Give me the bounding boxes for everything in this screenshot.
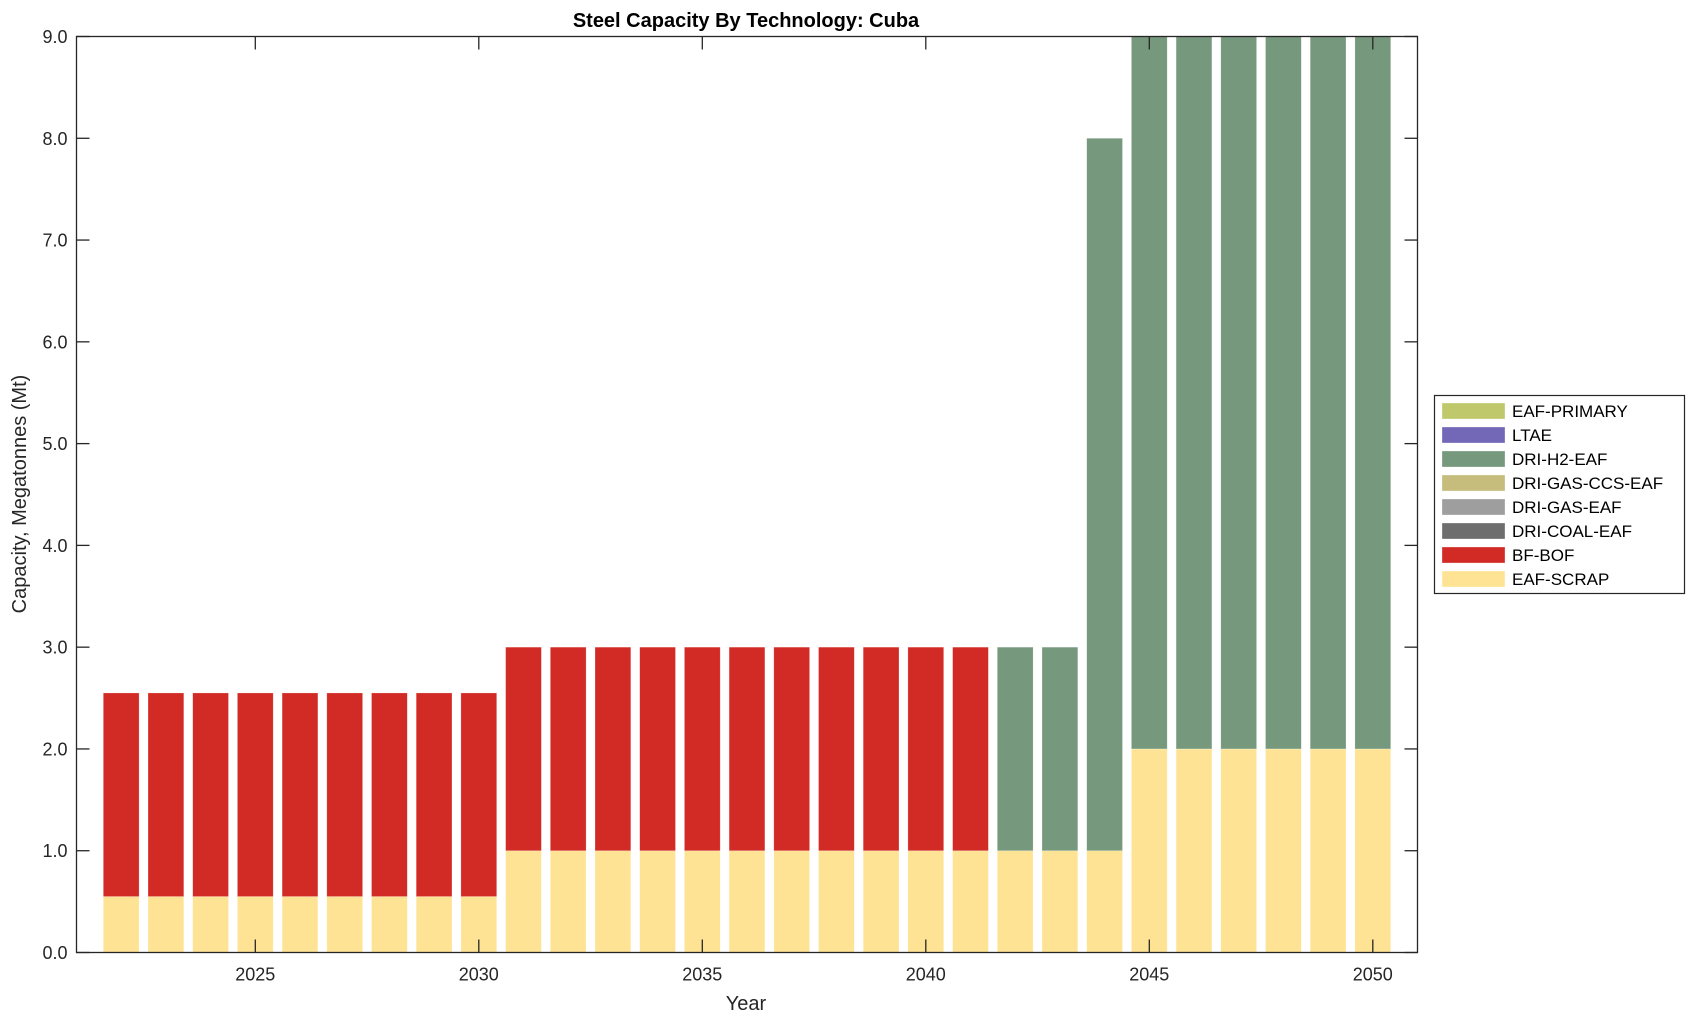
x-tick-label: 2045: [1129, 965, 1169, 985]
bar-segment-eaf-scrap-2034: [639, 850, 676, 953]
bar-segment-bf-bof-2025: [237, 692, 274, 897]
bar-segment-eaf-scrap-2045: [1131, 748, 1168, 953]
legend-swatch-ltae: [1441, 426, 1506, 444]
y-tick-label: 3.0: [42, 638, 67, 658]
y-tick-label: 6.0: [42, 332, 67, 352]
bar-segment-eaf-scrap-2022: [103, 896, 140, 953]
bar-segment-bf-bof-2034: [639, 646, 676, 852]
bar-segment-bf-bof-2038: [818, 646, 855, 852]
y-tick-label: 4.0: [42, 536, 67, 556]
bar-segment-bf-bof-2030: [460, 692, 497, 897]
legend-label-eaf-scrap: EAF-SCRAP: [1512, 570, 1609, 589]
bar-segment-bf-bof-2024: [192, 692, 229, 897]
legend-swatch-eaf-primary: [1441, 402, 1506, 420]
bar-segment-eaf-scrap-2028: [371, 896, 408, 953]
bar-segment-dri-h2-eaf-2045: [1131, 36, 1168, 750]
y-axis-label: Capacity, Megatonnes (Mt): [9, 375, 31, 614]
legend-swatch-dri-h2-eaf: [1441, 450, 1506, 468]
x-tick-label: 2030: [459, 965, 499, 985]
bar-segment-eaf-scrap-2026: [281, 896, 319, 953]
bar-segment-eaf-scrap-2038: [818, 850, 855, 953]
bar-segment-bf-bof-2039: [862, 646, 900, 852]
bar-segment-eaf-scrap-2035: [684, 850, 721, 953]
bar-segment-eaf-scrap-2042: [997, 850, 1034, 953]
legend-swatch-dri-gas-ccs-eaf: [1441, 474, 1506, 492]
bar-segment-dri-h2-eaf-2042: [997, 646, 1034, 852]
x-tick-label: 2040: [906, 965, 946, 985]
legend-label-eaf-primary: EAF-PRIMARY: [1512, 402, 1628, 421]
bar-segment-dri-h2-eaf-2046: [1175, 36, 1213, 750]
bar-segment-eaf-scrap-2036: [728, 850, 766, 953]
bar-segment-eaf-scrap-2024: [192, 896, 229, 953]
bar-segment-eaf-scrap-2027: [326, 896, 363, 953]
bar-segment-eaf-scrap-2046: [1175, 748, 1213, 953]
legend-swatch-eaf-scrap: [1441, 570, 1506, 588]
legend-label-bf-bof: BF-BOF: [1512, 546, 1574, 565]
legend-label-dri-coal-eaf: DRI-COAL-EAF: [1512, 522, 1632, 541]
y-tick-label: 0.0: [42, 943, 67, 963]
bar-segment-eaf-scrap-2039: [862, 850, 900, 953]
bar-segment-bf-bof-2036: [728, 646, 766, 852]
legend-label-dri-gas-eaf: DRI-GAS-EAF: [1512, 498, 1622, 517]
axes-group: [75, 35, 1419, 954]
y-axis-ticks: 0.0 1.0 2.0 3.0 4.0 5.0 6.0 7.0 8.0 9.0: [42, 27, 1418, 963]
bar-segment-eaf-scrap-2050: [1354, 748, 1391, 953]
x-tick-label: 2025: [235, 965, 275, 985]
y-tick-label: 8.0: [42, 129, 67, 149]
y-tick-label: 7.0: [42, 231, 67, 251]
x-axis-ticks: 2025 2030 2035 2040 2045 2050: [235, 36, 1393, 985]
bar-segment-eaf-scrap-2041: [952, 850, 989, 953]
bar-segment-eaf-scrap-2044: [1086, 850, 1123, 953]
bar-segment-eaf-scrap-2023: [147, 896, 185, 953]
y-tick-label: 9.0: [42, 27, 67, 47]
bar-segment-bf-bof-2026: [281, 692, 319, 897]
y-tick-label: 1.0: [42, 841, 67, 861]
bar-segment-dri-h2-eaf-2050: [1354, 36, 1391, 750]
bar-segment-eaf-scrap-2032: [550, 850, 587, 953]
bar-segment-bf-bof-2041: [952, 646, 989, 852]
y-tick-label: 2.0: [42, 739, 67, 759]
bar-segment-bf-bof-2032: [550, 646, 587, 852]
bars-group: [103, 36, 1391, 953]
legend-swatch-dri-gas-eaf: [1441, 498, 1506, 516]
bar-segment-bf-bof-2023: [147, 692, 185, 897]
bar-segment-eaf-scrap-2029: [415, 896, 453, 953]
bar-segment-dri-h2-eaf-2049: [1309, 36, 1347, 750]
bar-segment-eaf-scrap-2043: [1041, 850, 1079, 953]
bar-segment-eaf-scrap-2048: [1265, 748, 1302, 953]
bar-segment-eaf-scrap-2049: [1309, 748, 1347, 953]
legend-swatch-bf-bof: [1441, 546, 1506, 564]
bar-segment-bf-bof-2028: [371, 692, 408, 897]
bar-segment-eaf-scrap-2037: [773, 850, 810, 953]
bar-segment-bf-bof-2022: [103, 692, 140, 897]
bar-segment-bf-bof-2037: [773, 646, 810, 852]
bar-segment-bf-bof-2029: [415, 692, 453, 897]
bar-segment-bf-bof-2031: [505, 646, 542, 852]
bar-segment-bf-bof-2033: [594, 646, 632, 852]
x-tick-label: 2050: [1353, 965, 1393, 985]
x-axis-label: Year: [726, 993, 767, 1015]
bar-segment-bf-bof-2027: [326, 692, 363, 897]
legend-label-ltae: LTAE: [1512, 426, 1552, 445]
legend-label-dri-gas-ccs-eaf: DRI-GAS-CCS-EAF: [1512, 474, 1663, 493]
bar-segment-eaf-scrap-2033: [594, 850, 632, 953]
plot-area-frame: [75, 35, 1419, 954]
legend-swatch-dri-coal-eaf: [1441, 522, 1506, 540]
bar-segment-dri-h2-eaf-2048: [1265, 36, 1302, 750]
bar-segment-eaf-scrap-2047: [1220, 748, 1257, 953]
chart-title: Steel Capacity By Technology: Cuba: [573, 10, 920, 32]
legend-label-dri-h2-eaf: DRI-H2-EAF: [1512, 450, 1607, 469]
bar-segment-eaf-scrap-2031: [505, 850, 542, 953]
bar-segment-bf-bof-2040: [907, 646, 944, 852]
bar-segment-eaf-scrap-2040: [907, 850, 944, 953]
legend: EAF-PRIMARY LTAE DRI-H2-EAF DRI-GAS-CCS-EAF…: [1433, 394, 1686, 595]
bar-segment-dri-h2-eaf-2043: [1041, 646, 1079, 852]
bar-segment-bf-bof-2035: [684, 646, 721, 852]
bar-segment-dri-h2-eaf-2047: [1220, 36, 1257, 750]
x-tick-label: 2035: [682, 965, 722, 985]
bar-segment-dri-h2-eaf-2044: [1086, 137, 1123, 852]
y-tick-label: 5.0: [42, 434, 67, 454]
